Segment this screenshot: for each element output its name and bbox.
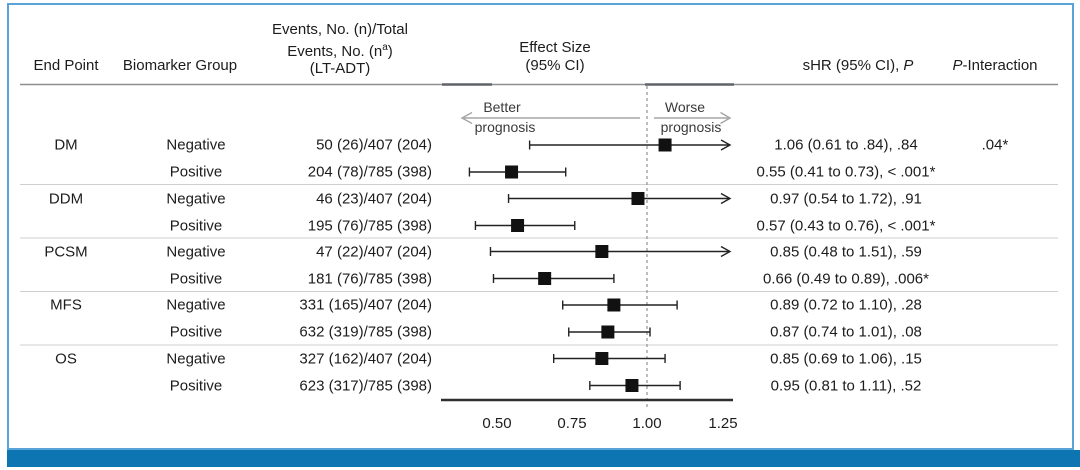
shr-value: 1.06 (0.61 to .84), .84 — [774, 136, 918, 154]
endpoint-label: DM — [54, 136, 78, 154]
biomarker-label: Negative — [166, 136, 226, 154]
events-value: 632 (319)/785 (398) — [299, 323, 432, 341]
column-header-end-point: End Point — [33, 57, 99, 74]
biomarker-label: Negative — [166, 190, 226, 207]
shr-value: 0.89 (0.72 to 1.10), .28 — [770, 296, 922, 314]
point-estimate-square — [538, 272, 552, 285]
ci-marker-DDMNegative — [507, 192, 732, 205]
biomarker-label: Positive — [169, 217, 223, 234]
events-header-line2: Events, No. (na) — [287, 41, 393, 60]
events-value: 623 (317)/785 (398) — [299, 377, 432, 394]
endpoint-label: PCSM — [44, 243, 88, 260]
ci-marker-Positive — [568, 325, 651, 339]
worse-prognosis-label-line1: Worse — [664, 99, 706, 115]
endpoint-label: OS — [55, 350, 77, 367]
events-value: 181 (76)/785 (398) — [307, 270, 432, 287]
point-estimate-square — [658, 138, 672, 152]
ci-marker-Positive — [589, 379, 681, 392]
events-header-line3: (LT-ADT) — [309, 60, 371, 77]
column-header-shr: sHR (95% CI), P — [802, 57, 914, 74]
bottom-accent-bar — [7, 450, 1080, 467]
ci-arrow-high — [720, 245, 732, 258]
ci-marker-OSNegative — [552, 352, 666, 365]
x-tick-1.25: 1.25 — [708, 415, 738, 432]
biomarker-label: Positive — [169, 270, 223, 287]
biomarker-label: Positive — [169, 377, 223, 394]
shr-value: 0.66 (0.49 to 0.89), .006* — [763, 270, 929, 287]
point-estimate-square — [511, 219, 525, 232]
ci-marker-Positive — [474, 219, 576, 232]
column-header-p-interaction: P-Interaction — [952, 57, 1038, 74]
biomarker-label: Negative — [166, 243, 226, 260]
shr-value: 0.85 (0.48 to 1.51), .59 — [770, 243, 922, 260]
events-value: 50 (26)/407 (204) — [316, 136, 432, 154]
shr-value: 0.55 (0.41 to 0.73), < .001* — [756, 163, 936, 181]
ci-arrow-high — [720, 192, 732, 205]
events-value: 331 (165)/407 (204) — [299, 296, 432, 314]
point-estimate-square — [631, 192, 645, 205]
shr-value: 0.97 (0.54 to 1.72), .91 — [770, 190, 922, 207]
events-value: 47 (22)/407 (204) — [316, 243, 432, 260]
events-value: 46 (23)/407 (204) — [316, 190, 432, 207]
x-tick-0.75: 0.75 — [557, 415, 587, 432]
point-estimate-square — [595, 352, 609, 365]
biomarker-label: Positive — [169, 163, 223, 181]
endpoint-label: DDM — [48, 190, 84, 207]
point-estimate-square — [505, 165, 519, 179]
ci-marker-PCSMNegative — [489, 245, 732, 258]
ci-marker-MFSNegative — [562, 298, 678, 312]
column-header-effect-size: Effect Size (95% CI) — [495, 39, 615, 74]
better-prognosis-label-line1: Better — [483, 99, 521, 115]
worse-prognosis-label-line2: prognosis — [660, 119, 722, 135]
column-header-biomarker-group: Biomarker Group — [122, 57, 238, 74]
events-value: 327 (162)/407 (204) — [299, 350, 432, 367]
better-prognosis-label-line2: prognosis — [474, 119, 536, 135]
prognosis-direction-arrows — [460, 111, 732, 125]
figure-border — [7, 3, 1074, 450]
point-estimate-square — [625, 379, 639, 392]
effect-size-header-line1: Effect Size — [519, 39, 591, 56]
point-estimate-square — [595, 245, 609, 258]
endpoint-label: MFS — [50, 296, 82, 314]
events-value: 204 (78)/785 (398) — [307, 163, 432, 181]
x-tick-0.50: 0.50 — [482, 415, 512, 432]
biomarker-label: Negative — [166, 350, 226, 367]
point-estimate-square — [601, 325, 615, 339]
worse-prognosis-arrowhead — [720, 111, 732, 125]
biomarker-label: Negative — [166, 296, 226, 314]
point-estimate-square — [607, 298, 621, 312]
ci-arrow-high — [720, 139, 732, 151]
effect-size-header-line2: (95% CI) — [525, 56, 585, 74]
better-prognosis-arrowhead — [460, 111, 473, 125]
x-tick-1.00: 1.00 — [632, 415, 662, 432]
ci-marker-Positive — [468, 165, 567, 179]
shr-value: 0.95 (0.81 to 1.11), .52 — [770, 377, 922, 394]
shr-value: 0.85 (0.69 to 1.06), .15 — [770, 350, 922, 367]
biomarker-label: Positive — [169, 323, 223, 341]
shr-value: 0.87 (0.74 to 1.01), .08 — [770, 323, 922, 341]
p-interaction-value: .04* — [981, 136, 1009, 154]
events-value: 195 (76)/785 (398) — [307, 217, 432, 234]
column-header-events: Events, No. (n)/Total Events, No. (na) (… — [250, 21, 430, 78]
ci-marker-DMNegative — [528, 138, 732, 152]
ci-marker-Positive — [492, 272, 615, 285]
events-header-line1: Events, No. (n)/Total — [272, 21, 408, 38]
shr-value: 0.57 (0.43 to 0.76), < .001* — [756, 217, 936, 234]
